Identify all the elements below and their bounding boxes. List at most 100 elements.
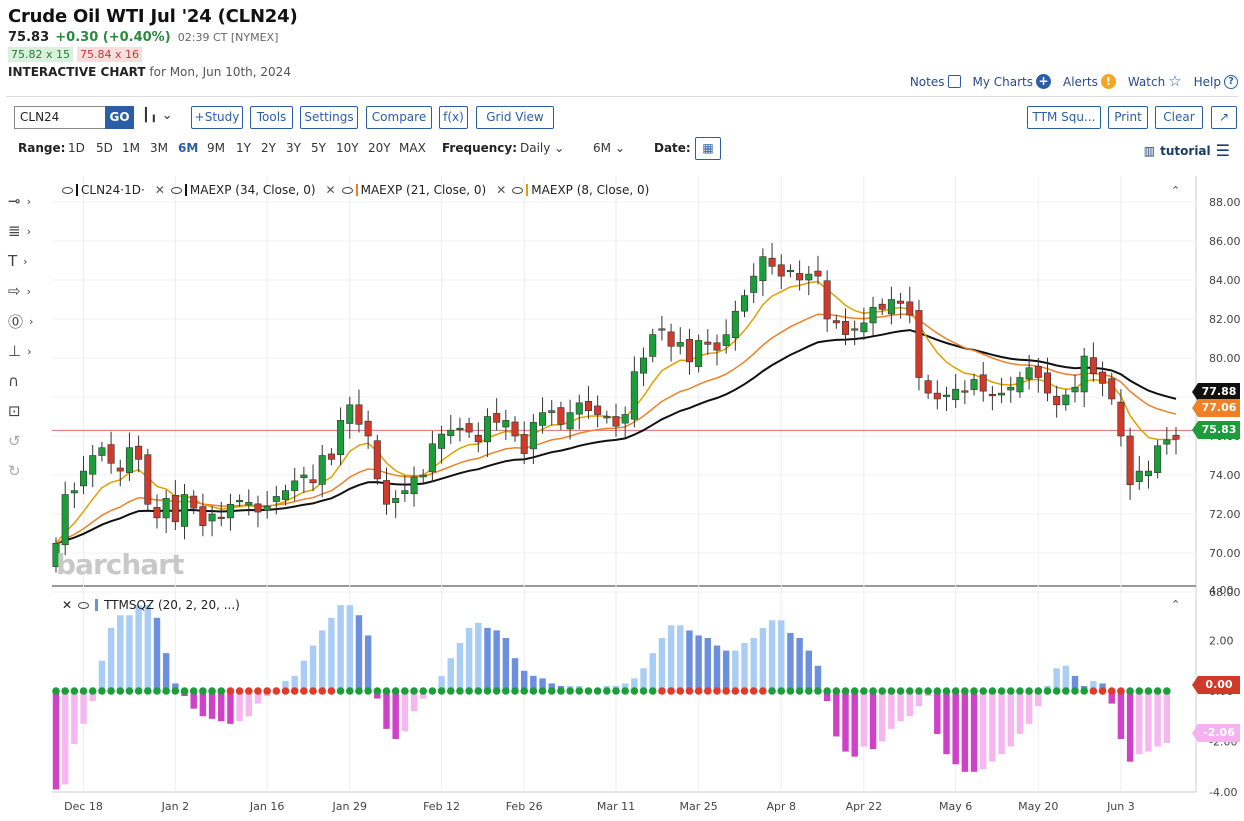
squeeze-dot — [685, 687, 694, 695]
menu-icon[interactable]: ☰ — [1215, 141, 1230, 160]
external-link-icon[interactable]: ↗ — [1211, 106, 1237, 129]
period-dropdown[interactable]: 6M ⌄ — [593, 141, 625, 155]
close-icon[interactable]: ✕ — [325, 183, 336, 197]
ttm-squeeze-button[interactable]: TTM Squ... — [1027, 106, 1101, 129]
close-icon[interactable]: ✕ — [496, 183, 507, 197]
shape-tool[interactable]: ⓪ › — [8, 306, 48, 336]
eye-icon[interactable] — [512, 186, 524, 194]
range-5d[interactable]: 5D — [96, 141, 113, 155]
candle-body — [1172, 434, 1180, 440]
range-max[interactable]: MAX — [399, 141, 426, 155]
squeeze-bar — [227, 691, 234, 724]
tools-button[interactable]: Tools — [250, 106, 293, 129]
compare-button[interactable]: Compare — [366, 106, 432, 129]
chart-toolbar: CLN24 GO ┃╻ ⌄ +Study Tools Settings Comp… — [14, 106, 1238, 130]
notes-link[interactable]: Notes — [910, 74, 961, 89]
candle-body — [814, 270, 822, 277]
go-button[interactable]: GO — [105, 106, 134, 129]
collapse-panel-icon[interactable]: ⌃ — [1171, 184, 1181, 197]
fib-tool[interactable]: ≣ › — [8, 216, 48, 246]
squeeze-dot — [814, 687, 822, 695]
candle-body — [704, 341, 712, 345]
range-2y[interactable]: 2Y — [261, 141, 276, 155]
redo-tool[interactable]: ↻ — [8, 456, 48, 486]
squeeze-dot — [208, 687, 216, 695]
candle-body — [676, 342, 684, 347]
range-1y[interactable]: 1Y — [236, 141, 251, 155]
candle-body — [456, 427, 464, 431]
candle-body — [759, 256, 767, 282]
squeeze-bar — [107, 627, 115, 691]
close-icon[interactable]: ✕ — [62, 598, 73, 612]
lock-tool[interactable]: ⊡ — [8, 396, 48, 426]
frequency-dropdown[interactable]: Daily ⌄ — [520, 141, 564, 155]
line-tool[interactable]: ⊸ › — [8, 186, 48, 216]
close-icon[interactable]: ✕ — [154, 183, 165, 197]
grid-view-button[interactable]: Grid View — [476, 106, 554, 129]
candle-body — [465, 423, 473, 433]
add-study-button[interactable]: +Study — [191, 106, 243, 129]
range-10y[interactable]: 10Y — [336, 141, 359, 155]
undo-tool[interactable]: ↺ — [8, 426, 48, 456]
legend-ma8-label: MAEXP (8, Close, 0) — [531, 183, 650, 197]
squeeze-bar — [475, 622, 482, 691]
candle-body — [860, 322, 868, 333]
squeeze-bar — [346, 605, 353, 691]
squeeze-dot — [1025, 687, 1033, 695]
range-9m[interactable]: 9M — [207, 141, 225, 155]
candle-body — [181, 494, 189, 527]
function-button[interactable]: f(x) — [439, 106, 468, 129]
arrow-tool[interactable]: ⇨ › — [8, 276, 48, 306]
candle-body — [318, 455, 326, 485]
magnet-tool[interactable]: ∩ — [8, 366, 48, 396]
range-bar: Range: 1D 5D 1M 3M 6M 9M 1Y 2Y 3Y 5Y 10Y… — [18, 137, 1238, 161]
clear-button[interactable]: Clear — [1155, 106, 1203, 129]
calendar-icon[interactable]: ▦ — [695, 137, 721, 160]
legend-ma8[interactable]: ✕ MAEXP (8, Close, 0) — [496, 183, 649, 197]
range-1m[interactable]: 1M — [122, 141, 140, 155]
squeeze-bar — [677, 625, 684, 691]
quote-time: 02:39 CT [NYMEX] — [177, 31, 279, 44]
legend-price[interactable]: CLN24·1D· — [62, 183, 145, 197]
print-button[interactable]: Print — [1108, 106, 1148, 129]
watch-link[interactable]: Watch ☆ — [1128, 74, 1182, 89]
y-tick-label: 84.00 — [1209, 274, 1241, 287]
candle-body — [70, 490, 78, 494]
legend-ma34[interactable]: ✕ MAEXP (34, Close, 0) — [155, 183, 316, 197]
chart-type-dropdown[interactable]: ┃╻ ⌄ — [142, 108, 173, 123]
squeeze-bar — [456, 643, 464, 691]
eye-icon[interactable] — [170, 186, 182, 194]
squeeze-dot — [740, 687, 749, 695]
my-charts-link[interactable]: My Charts + — [973, 74, 1051, 89]
collapse-panel-icon[interactable]: ⌃ — [1171, 598, 1181, 611]
squeeze-legend[interactable]: ✕ TTMSQZ (20, 2, 20, ...) — [62, 598, 240, 612]
squeeze-bar — [135, 605, 142, 691]
squeeze-bar — [1007, 691, 1014, 747]
eye-icon[interactable] — [78, 601, 90, 609]
eye-icon[interactable] — [62, 186, 73, 194]
eye-icon[interactable] — [341, 186, 353, 194]
squeeze-bar — [199, 691, 207, 717]
frequency-value: Daily — [520, 141, 551, 155]
settings-button[interactable]: Settings — [300, 106, 358, 129]
alerts-link[interactable]: Alerts! — [1063, 74, 1116, 89]
text-tool[interactable]: T › — [8, 246, 48, 276]
squeeze-dot — [713, 687, 721, 695]
help-link[interactable]: Help? — [1194, 74, 1238, 89]
range-3y[interactable]: 3Y — [286, 141, 301, 155]
candle-body — [640, 357, 648, 374]
measure-tool[interactable]: ⊥ › — [8, 336, 48, 366]
tutorial-link[interactable]: ▥ tutorial ☰ — [1144, 141, 1230, 160]
chevron-right-icon: › — [26, 194, 31, 208]
range-1d[interactable]: 1D — [68, 141, 85, 155]
squeeze-dot — [281, 687, 290, 695]
range-3m[interactable]: 3M — [150, 141, 168, 155]
squeeze-dot — [1062, 687, 1070, 695]
range-20y[interactable]: 20Y — [368, 141, 391, 155]
legend-ma21[interactable]: ✕ MAEXP (21, Close, 0) — [326, 183, 487, 197]
range-5y[interactable]: 5Y — [311, 141, 326, 155]
range-6m[interactable]: 6M — [178, 141, 199, 155]
squeeze-dot — [70, 687, 79, 695]
squeeze-bar — [1117, 691, 1125, 739]
